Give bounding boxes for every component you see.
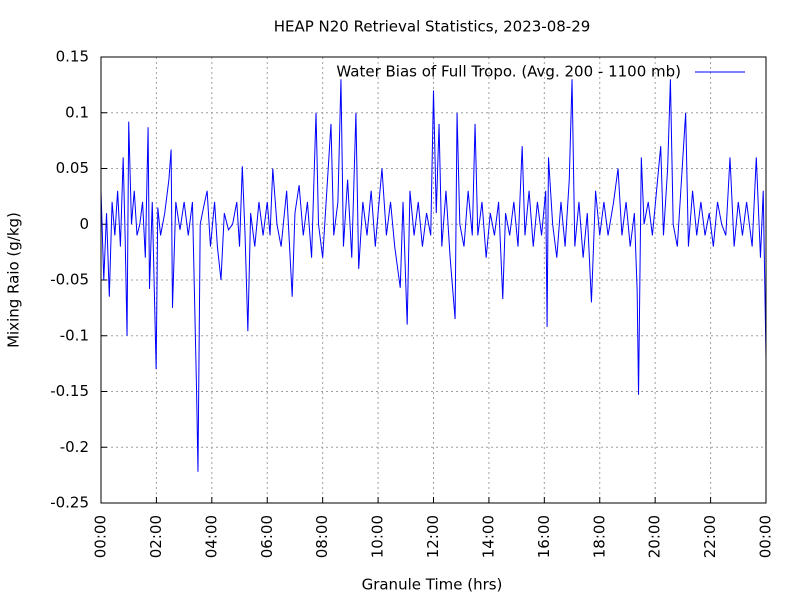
y-tick-label: -0.2 [60,438,89,456]
x-axis-label: Granule Time (hrs) [362,576,503,594]
chart-title: HEAP N20 Retrieval Statistics, 2023-08-2… [274,18,591,36]
y-tick-label: -0.1 [60,326,89,344]
y-tick-label: 0.15 [56,48,89,66]
y-tick-label: 0.05 [56,159,89,177]
x-tick-label: 18:00 [590,515,608,558]
plot-border [100,56,767,504]
x-tick-label: 14:00 [479,515,497,558]
x-tick-label: 20:00 [646,515,664,558]
y-tick-label: 0.1 [65,103,89,121]
x-tick-label: 04:00 [202,515,220,558]
legend-label: Water Bias of Full Tropo. (Avg. 200 - 11… [336,63,681,81]
y-tick-label: 0 [79,215,89,233]
x-tick-label: 00:00 [92,515,110,558]
y-tick-label: -0.05 [50,271,89,289]
x-tick-label: 16:00 [535,515,553,558]
y-axis-label: Mixing Raio (g/kg) [5,212,23,348]
data-line [100,79,767,472]
x-tick-label: 00:00 [757,515,775,558]
x-tick-label: 06:00 [258,515,276,558]
x-tick-label: 08:00 [313,515,331,558]
x-tick-label: 02:00 [147,515,165,558]
x-tick-label: 10:00 [369,515,387,558]
y-tick-label: -0.25 [50,494,89,512]
x-tick-label: 22:00 [701,515,719,558]
y-tick-label: -0.15 [50,382,89,400]
x-tick-label: 12:00 [424,515,442,558]
